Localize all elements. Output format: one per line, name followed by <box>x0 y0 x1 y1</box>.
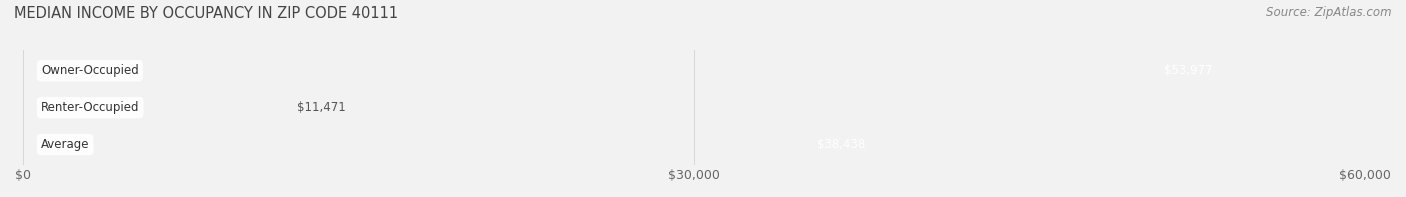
Text: $53,977: $53,977 <box>1164 64 1212 77</box>
Text: Owner-Occupied: Owner-Occupied <box>41 64 139 77</box>
Text: $38,438: $38,438 <box>817 138 865 151</box>
Text: $11,471: $11,471 <box>298 101 346 114</box>
Text: Source: ZipAtlas.com: Source: ZipAtlas.com <box>1267 6 1392 19</box>
Text: Average: Average <box>41 138 90 151</box>
Text: MEDIAN INCOME BY OCCUPANCY IN ZIP CODE 40111: MEDIAN INCOME BY OCCUPANCY IN ZIP CODE 4… <box>14 6 398 21</box>
Text: Renter-Occupied: Renter-Occupied <box>41 101 139 114</box>
